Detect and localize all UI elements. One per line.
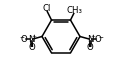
Text: −: − bbox=[19, 34, 24, 39]
Text: O: O bbox=[87, 43, 94, 52]
Text: +: + bbox=[91, 34, 96, 39]
Text: O: O bbox=[95, 35, 101, 44]
Text: Cl: Cl bbox=[43, 4, 51, 13]
Text: N: N bbox=[28, 35, 35, 44]
Text: N: N bbox=[87, 35, 94, 44]
Text: O: O bbox=[21, 35, 27, 44]
Text: −: − bbox=[98, 34, 103, 39]
Text: O: O bbox=[28, 43, 35, 52]
Text: +: + bbox=[31, 34, 36, 39]
Text: CH₃: CH₃ bbox=[66, 6, 82, 15]
